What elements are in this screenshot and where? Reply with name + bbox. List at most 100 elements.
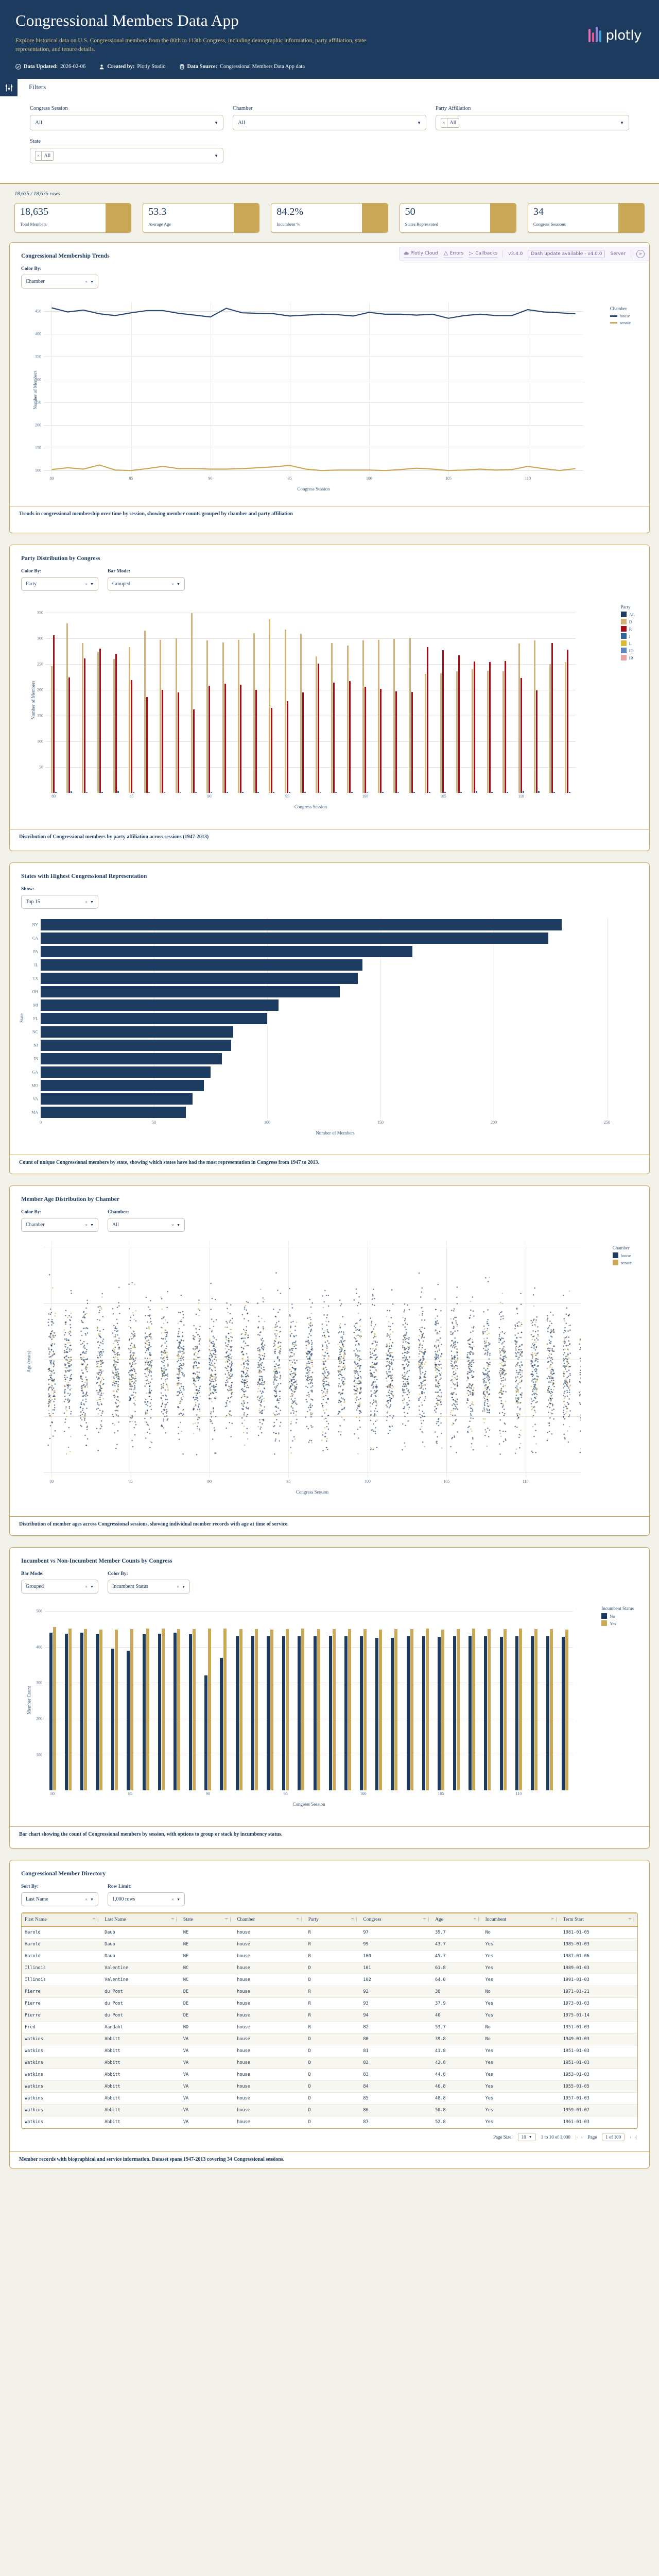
- bar[interactable]: [282, 1636, 286, 1791]
- bar-group[interactable]: [542, 1604, 558, 1791]
- bar-group[interactable]: [448, 1604, 464, 1791]
- bar[interactable]: [333, 683, 335, 793]
- bar[interactable]: [533, 640, 535, 793]
- bar[interactable]: [469, 1635, 472, 1791]
- legend-item[interactable]: I: [620, 633, 635, 639]
- table-row[interactable]: Illinois Valentine NC house D 102 64.0 Yes 1991-…: [22, 1974, 637, 1987]
- legend-item[interactable]: AL: [620, 612, 635, 618]
- bar-group[interactable]: [436, 602, 451, 793]
- bar[interactable]: [488, 1629, 491, 1791]
- bar-group[interactable]: [295, 602, 310, 793]
- filter-icon[interactable]: ≡: [423, 1917, 426, 1923]
- table-row[interactable]: Illinois Valentine NC house D 101 61.8 Yes 1989-…: [22, 1962, 637, 1975]
- table-row[interactable]: Fred Aandahl ND house R 82 53.7 No 1951-01-03: [22, 2021, 637, 2034]
- bar[interactable]: [397, 792, 400, 793]
- chart-legend-age[interactable]: Chamber house senate: [612, 1245, 632, 1267]
- bar[interactable]: [351, 792, 353, 793]
- table-row[interactable]: Harold Daub NE house R 100 45.7 Yes 1987-01-06: [22, 1950, 637, 1963]
- column-resize-handle[interactable]: |: [556, 1917, 557, 1923]
- bar[interactable]: [515, 1636, 518, 1791]
- bar[interactable]: [191, 613, 193, 793]
- bar[interactable]: [406, 1636, 410, 1791]
- bar[interactable]: [223, 1628, 227, 1791]
- bar-group[interactable]: [140, 602, 155, 793]
- bar[interactable]: [101, 792, 103, 793]
- bar-row[interactable]: CA: [32, 933, 630, 944]
- bar[interactable]: [161, 1628, 165, 1791]
- bar-group[interactable]: [45, 1604, 60, 1791]
- bar[interactable]: [298, 1636, 301, 1791]
- bar[interactable]: [475, 791, 477, 793]
- bar-group[interactable]: [373, 602, 389, 793]
- bar[interactable]: [132, 792, 134, 793]
- bar[interactable]: [332, 1629, 336, 1791]
- pager-arrows-next[interactable]: › ›|: [630, 2134, 637, 2140]
- table-row[interactable]: Watkins Abbitt VA house D 82 42.8 Yes 1951-01-03: [22, 2057, 637, 2070]
- column-resize-handle[interactable]: |: [230, 1917, 231, 1923]
- bar-group[interactable]: [108, 602, 124, 793]
- table-row[interactable]: Pierre du Pont DE house R 93 37.9 Yes 1973-01-03: [22, 1997, 637, 2010]
- bar-row[interactable]: GA: [32, 1066, 630, 1078]
- bar[interactable]: [335, 792, 337, 793]
- party-affiliation-select[interactable]: × All ▼: [436, 115, 629, 131]
- bar-row[interactable]: VA: [32, 1093, 630, 1105]
- bar[interactable]: [413, 792, 415, 793]
- chart-legend-trends[interactable]: Chamber house senate: [610, 306, 631, 327]
- bar[interactable]: [148, 792, 150, 793]
- bar[interactable]: [130, 680, 132, 793]
- bar[interactable]: [173, 1632, 177, 1791]
- bar[interactable]: [239, 1629, 242, 1791]
- bar-group[interactable]: [280, 602, 295, 793]
- bar[interactable]: [175, 638, 177, 793]
- bar[interactable]: [284, 630, 286, 793]
- filter-icon[interactable]: ≡: [473, 1917, 476, 1923]
- bar-group[interactable]: [480, 1604, 495, 1791]
- age-chamber-select[interactable]: All × ▼: [108, 1218, 185, 1232]
- bar[interactable]: [41, 1040, 231, 1052]
- bar-group[interactable]: [495, 1604, 511, 1791]
- bar[interactable]: [362, 640, 364, 793]
- bar[interactable]: [331, 643, 333, 793]
- bar-group[interactable]: [61, 602, 77, 793]
- bar[interactable]: [255, 690, 257, 793]
- bar-group[interactable]: [513, 602, 529, 793]
- bar[interactable]: [302, 692, 304, 793]
- bar[interactable]: [224, 684, 226, 793]
- bar-group[interactable]: [355, 1604, 371, 1791]
- bar[interactable]: [429, 792, 430, 793]
- incumbency-color-by-select[interactable]: Incumbent Status × ▼: [108, 1580, 190, 1594]
- callbacks-button[interactable]: Callbacks: [469, 251, 498, 258]
- chart-states-representation[interactable]: State NY CA PA IL TX OH MI FL NC NJ IN GA MO VA MA 0 50…: [19, 915, 640, 1149]
- bar[interactable]: [209, 686, 211, 793]
- bar-group[interactable]: [169, 1604, 184, 1791]
- bar-group[interactable]: [311, 602, 326, 793]
- bar-group[interactable]: [340, 1604, 355, 1791]
- bar[interactable]: [41, 946, 412, 958]
- bar[interactable]: [177, 692, 179, 793]
- bar[interactable]: [363, 1629, 367, 1791]
- bar[interactable]: [251, 1635, 254, 1791]
- bar[interactable]: [84, 658, 86, 793]
- bar-group[interactable]: [433, 1604, 448, 1791]
- chart-party-distribution[interactable]: Number of Members 50 100 150 200 250 300 350 8…: [19, 597, 640, 824]
- bar[interactable]: [318, 664, 320, 793]
- bar[interactable]: [162, 690, 164, 793]
- bar[interactable]: [567, 650, 569, 793]
- bar[interactable]: [55, 792, 57, 793]
- bar-group[interactable]: [93, 602, 108, 793]
- clear-icon[interactable]: ×: [84, 1896, 88, 1902]
- legend-item[interactable]: No: [601, 1613, 634, 1619]
- bar-row[interactable]: IN: [34, 1053, 630, 1065]
- bar[interactable]: [41, 999, 279, 1011]
- bar[interactable]: [425, 674, 426, 793]
- bar-row[interactable]: PA: [33, 946, 630, 958]
- bar[interactable]: [518, 643, 520, 793]
- bar[interactable]: [411, 692, 413, 793]
- table-row[interactable]: Watkins Abbitt VA house D 83 44.8 Yes 1953-01-03: [22, 2069, 637, 2081]
- bar[interactable]: [499, 1637, 503, 1791]
- clear-icon[interactable]: ×: [176, 1584, 180, 1589]
- bar[interactable]: [364, 687, 366, 793]
- bar[interactable]: [472, 1628, 476, 1791]
- bar-group[interactable]: [77, 602, 93, 793]
- bar-group[interactable]: [526, 1604, 542, 1791]
